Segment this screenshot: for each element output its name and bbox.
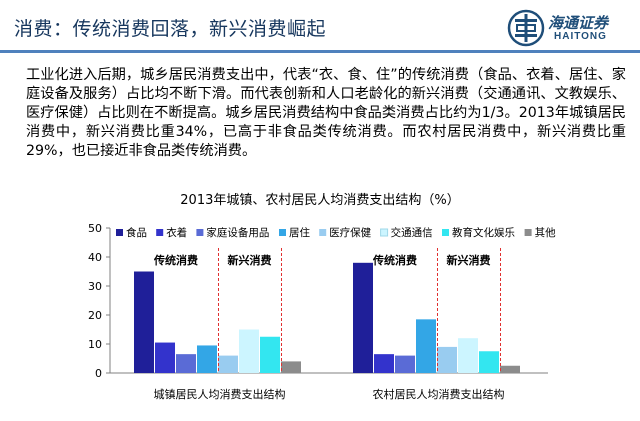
bar-教育文化娱乐	[260, 336, 280, 373]
bar-教育文化娱乐	[479, 351, 499, 373]
body-text: 工业化进入后期，城乡居民消费支出中，代表“衣、食、住”的传统消费（食品、衣着、居…	[26, 67, 626, 159]
chart-title: 2013年城镇、农村居民人均消费支出结构（%）	[180, 193, 459, 208]
logo-text-en: HAITONG	[554, 31, 607, 42]
y-tick-label: 0	[95, 367, 102, 380]
body-paragraph: 工业化进入后期，城乡居民消费支出中，代表“衣、食、住”的传统消费（食品、衣着、居…	[26, 66, 626, 161]
legend-swatch-衣着	[156, 229, 164, 236]
bar-其他	[500, 365, 520, 373]
annotation-emerging: 新兴消费	[447, 253, 491, 267]
y-tick-label: 10	[88, 338, 102, 351]
annotation-emerging: 新兴消费	[228, 253, 272, 267]
legend-label-教育文化娱乐: 教育文化娱乐	[452, 226, 515, 239]
bar-医疗保健	[437, 346, 457, 373]
bar-食品	[134, 271, 154, 373]
legend-label-食品: 食品	[126, 226, 147, 239]
bar-衣着	[374, 354, 394, 373]
legend-swatch-家庭设备用品	[196, 229, 204, 236]
legend-swatch-教育文化娱乐	[442, 229, 449, 236]
x-category-label: 农村居民人均消费支出结构	[373, 387, 505, 401]
company-logo: 海通证券 HAITONG	[506, 8, 636, 48]
title-divider	[0, 50, 640, 53]
legend-swatch-医疗保健	[319, 229, 327, 236]
bar-医疗保健	[218, 355, 238, 373]
legend-label-交通通信: 交通通信	[391, 226, 433, 239]
legend-label-居住: 居住	[289, 226, 310, 239]
y-tick-label: 20	[88, 309, 102, 322]
y-tick-label: 40	[88, 251, 102, 264]
bar-居住	[197, 345, 217, 373]
bar-食品	[353, 262, 373, 373]
bar-居住	[416, 319, 436, 373]
legend-label-家庭设备用品: 家庭设备用品	[206, 226, 269, 239]
y-tick-label: 30	[88, 280, 102, 293]
legend-label-衣着: 衣着	[166, 226, 187, 239]
bar-衣着	[155, 342, 175, 373]
bar-交通通信	[239, 329, 259, 373]
bar-家庭设备用品	[176, 354, 196, 373]
legend-swatch-其他	[524, 229, 532, 236]
annotation-traditional: 传统消费	[372, 253, 417, 267]
slide-title: 消费：传统消费回落，新兴消费崛起	[14, 18, 327, 40]
y-tick-label: 50	[88, 222, 102, 235]
logo-text-cn: 海通证券	[548, 14, 609, 32]
legend-swatch-食品	[116, 229, 123, 236]
bar-其他	[281, 361, 301, 373]
bar-交通通信	[458, 338, 478, 373]
x-category-label: 城镇居民人均消费支出结构	[154, 387, 286, 401]
annotation-traditional: 传统消费	[153, 253, 198, 267]
bar-家庭设备用品	[395, 355, 415, 373]
haitong-emblem-icon	[507, 9, 545, 47]
legend-swatch-交通通信	[380, 228, 389, 237]
legend-label-医疗保健: 医疗保健	[329, 226, 371, 239]
legend-label-其他: 其他	[535, 226, 556, 239]
legend-swatch-居住	[279, 229, 286, 236]
